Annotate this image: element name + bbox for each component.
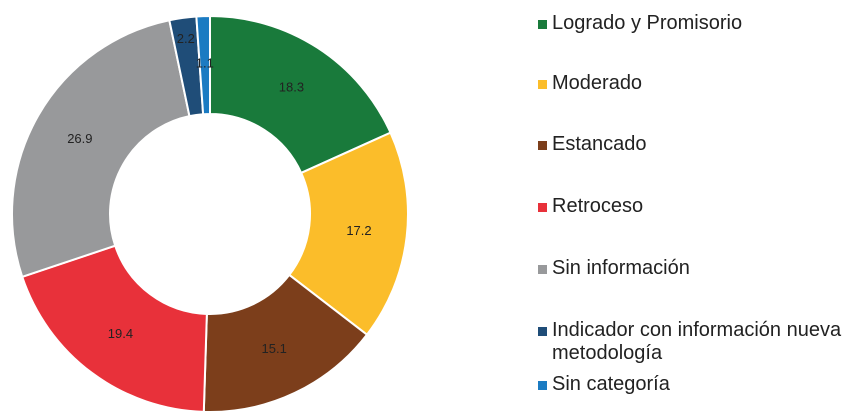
legend-label: Sin categoría	[552, 373, 670, 395]
legend-label: Retroceso	[552, 195, 644, 217]
slice	[195, 14, 211, 116]
legend-item: Sin información	[538, 257, 858, 280]
legend-item: Retroceso	[538, 195, 858, 218]
legend-swatch	[538, 80, 547, 89]
data-label: 1.1	[196, 56, 214, 71]
legend-swatch	[538, 327, 547, 336]
data-label: 19.4	[108, 326, 133, 341]
slice	[209, 14, 392, 175]
slice	[11, 19, 191, 279]
data-label: 26.9	[67, 131, 92, 146]
legend-swatch	[538, 20, 547, 29]
slice	[20, 244, 208, 413]
donut: 18.3 17.2 15.1 19.4 26.9 2.21.1	[11, 14, 409, 413]
legend-swatch	[538, 141, 547, 150]
data-label: 15.1	[262, 341, 287, 356]
slice	[287, 131, 409, 337]
data-label: 18.3	[279, 79, 304, 94]
data-label: 17.2	[346, 223, 371, 238]
legend-item: Logrado y Promisorio	[538, 12, 858, 35]
data-label: 2.2	[177, 31, 195, 46]
legend-swatch	[538, 265, 547, 274]
legend-label: Logrado y Promisorio	[552, 12, 743, 34]
legend-label: Estancado	[552, 133, 647, 155]
legend-item: Estancado	[538, 133, 858, 156]
legend-swatch	[538, 381, 547, 390]
legend-item: Sin categoría	[538, 373, 858, 396]
legend-item: Indicador con información nueva metodolo…	[538, 319, 858, 365]
legend-item: Moderado	[538, 72, 858, 95]
legend-swatch	[538, 203, 547, 212]
legend-label: Moderado	[552, 72, 643, 94]
legend-label: Sin información	[552, 257, 690, 279]
legend-label: Indicador con información nueva metodolo…	[552, 319, 842, 364]
